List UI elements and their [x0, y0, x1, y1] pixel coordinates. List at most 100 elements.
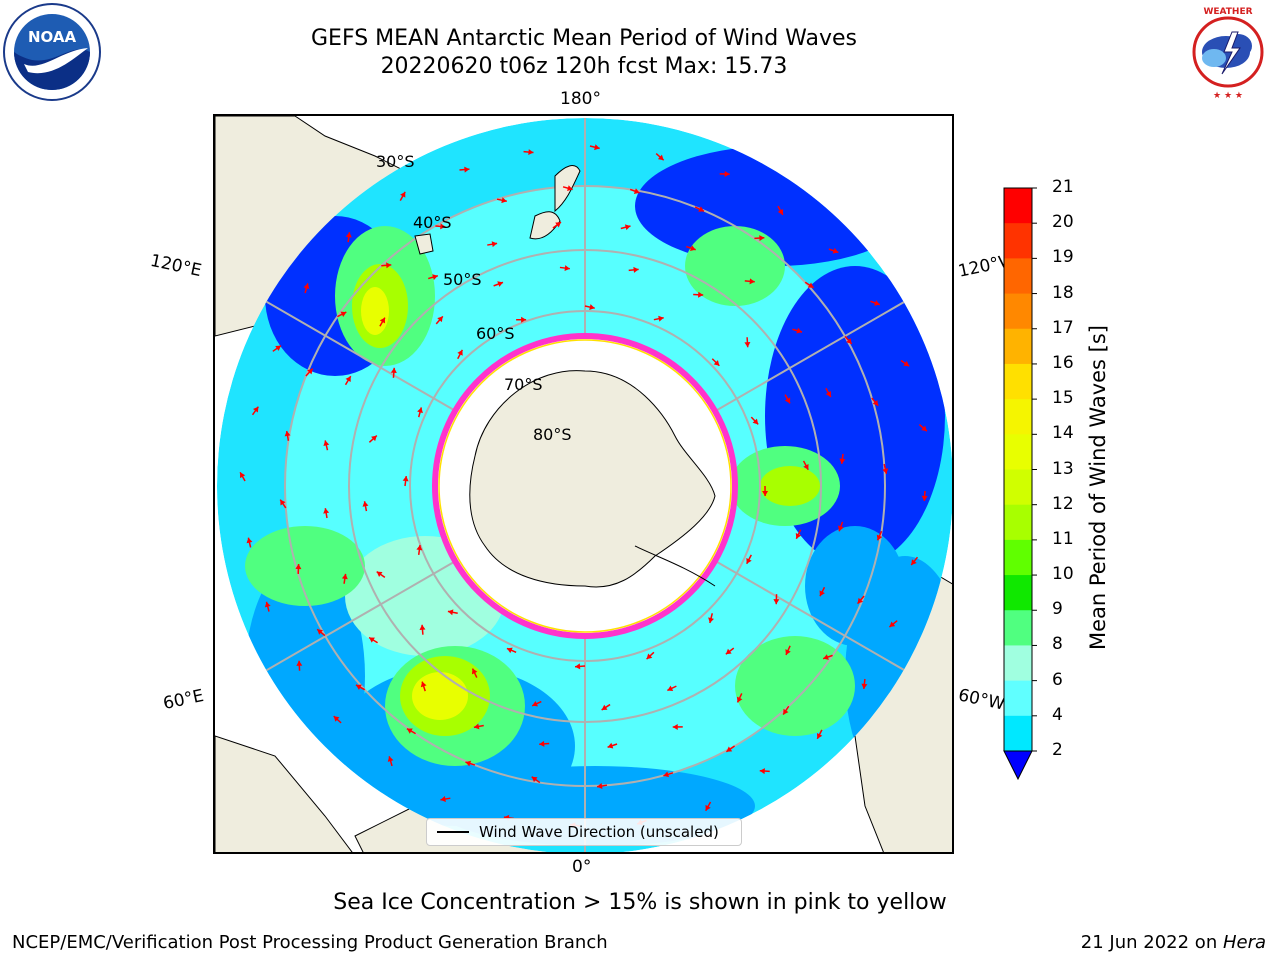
wind-arrow-head	[239, 472, 246, 479]
wind-arrow-head	[340, 311, 347, 318]
wind-arrow-head	[796, 327, 803, 334]
wind-arrow-head	[889, 621, 896, 627]
wind-arrow-head	[713, 360, 720, 366]
antarctica-land	[469, 370, 716, 588]
colorbar-segment	[1004, 610, 1032, 646]
wind-arrow-head	[390, 367, 397, 374]
wind-arrow-head	[532, 700, 538, 707]
lon-label-60e: 60°E	[161, 685, 206, 715]
colorbar-segment	[1004, 258, 1032, 295]
lat-label-80s: 80°S	[533, 425, 572, 444]
wind-arrow-head	[624, 224, 631, 231]
wind-arrow-head	[633, 266, 639, 273]
wind-arrow-head	[726, 746, 733, 752]
wind-arrow-head	[839, 458, 846, 464]
wind-arrow-head	[823, 654, 829, 660]
wind-arrow-head	[387, 756, 394, 762]
wind-arrow-head	[440, 796, 446, 802]
wind-arrow-head	[857, 597, 864, 604]
wind-arrow-head	[303, 283, 310, 289]
colorbar-segment	[1004, 363, 1032, 400]
colorbar-segment	[1004, 223, 1032, 259]
wind-arrow-head	[307, 368, 313, 375]
wind-arrow-head	[491, 241, 498, 248]
wind-arrow-head	[762, 490, 769, 496]
lat-label-50s: 50°S	[443, 270, 482, 289]
wind-arrow-head	[341, 573, 348, 580]
noaa-logo: NOAA	[3, 3, 101, 101]
date-stamp: 21 Jun 2022 on Hera	[1081, 932, 1266, 953]
wind-arrow-head	[838, 525, 844, 532]
map-panel	[213, 114, 954, 854]
wind-arrow-head	[819, 590, 825, 597]
wind-arrow-head	[921, 495, 928, 501]
colorbar-tick-label: 4	[1052, 704, 1063, 725]
lat-label-40s: 40°S	[413, 213, 452, 232]
colorbar-label: Mean Period of Wind Waves [s]	[1086, 325, 1110, 650]
wind-arrow-head	[280, 499, 286, 506]
wind-arrow-head	[759, 235, 765, 242]
wind-arrow-head	[777, 209, 784, 215]
wind-arrow-head	[746, 557, 752, 564]
colorbar-tick-label: 6	[1052, 669, 1063, 690]
tasmania-land	[414, 233, 434, 255]
lon-label-120e: 120°E	[148, 250, 204, 282]
wind-arrow-head	[816, 732, 823, 739]
wind-arrow-head	[872, 399, 879, 406]
wind-arrow-head	[376, 571, 383, 577]
wind-arrow-head	[633, 188, 640, 194]
colorbar-segment	[1004, 188, 1032, 224]
wind-arrow-head	[832, 247, 839, 254]
wind-arrow-head	[861, 683, 868, 689]
wind-arrow-head	[531, 776, 538, 783]
wind-arrow-head	[725, 648, 732, 655]
wind-arrow-head	[785, 649, 791, 655]
wind-arrow-head	[264, 601, 271, 608]
wind-arrow-head	[658, 315, 664, 322]
wind-arrow-head	[744, 342, 751, 348]
colorbar-segment	[1004, 539, 1032, 576]
wind-arrow-head	[402, 476, 409, 482]
lon-label-180: 180°	[560, 89, 601, 109]
africa-land	[215, 735, 353, 852]
chart-subtitle: 20220620 t06z 120h fcst Max: 15.73	[380, 54, 788, 79]
svg-text:★ ★ ★: ★ ★ ★	[1213, 91, 1243, 101]
wind-arrow-head	[646, 653, 653, 660]
wind-arrow-head	[690, 245, 696, 251]
wind-arrow-head	[506, 647, 513, 654]
wind-arrow-head	[447, 609, 454, 616]
colorbar	[1003, 187, 1037, 781]
wind-arrow-head	[437, 316, 443, 323]
colorbar-segment	[1004, 715, 1032, 752]
wind-arrow-head	[594, 144, 600, 151]
wind-arrow-head	[420, 681, 427, 688]
colorbar-segment	[1004, 293, 1032, 330]
wind-arrow-head	[417, 407, 423, 414]
wind-arrow-head	[528, 149, 534, 156]
colorbar-tick-label: 18	[1052, 282, 1074, 303]
wind-arrow-head	[736, 696, 743, 703]
wind-arrow-head	[708, 617, 714, 623]
wind-arrow-head	[807, 282, 814, 288]
wind-arrow-head	[749, 278, 755, 285]
wind-arrow-head	[275, 345, 282, 351]
wind-arrow-head	[432, 274, 438, 281]
wind-arrow-head	[795, 532, 802, 539]
colorbar-segment	[1004, 469, 1032, 506]
colorbar-segment	[1004, 575, 1032, 611]
colorbar-extend-min	[1003, 750, 1033, 781]
wind-arrow-head	[323, 440, 330, 447]
colorbar-segment	[1004, 399, 1032, 435]
wind-arrow-head	[575, 663, 581, 670]
wind-arrow-head	[803, 463, 809, 470]
wind-arrow-head	[607, 742, 614, 749]
colorbar-tick-label: 11	[1052, 528, 1074, 549]
legend-line-swatch	[437, 831, 469, 833]
wind-arrow-head	[663, 771, 670, 778]
antarctic-peninsula	[634, 545, 716, 587]
wind-arrow-head	[400, 191, 406, 198]
colorbar-segment	[1004, 680, 1032, 717]
wind-arrow-head	[386, 262, 392, 269]
svg-text:WEATHER: WEATHER	[1203, 7, 1252, 17]
wind-arrow-head	[246, 537, 253, 544]
